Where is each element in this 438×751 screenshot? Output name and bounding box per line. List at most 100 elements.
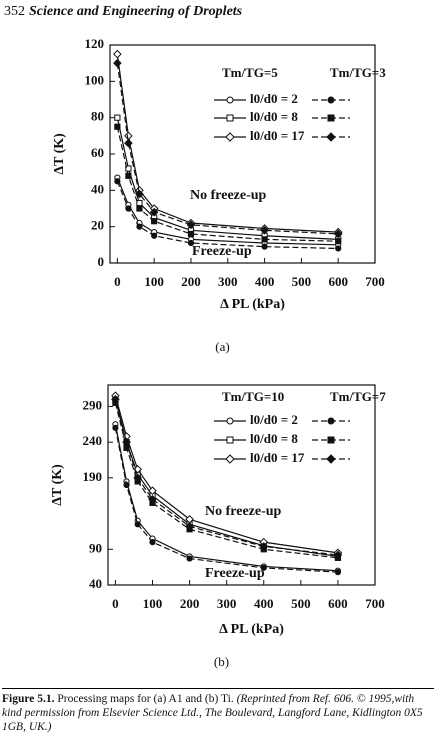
marker (151, 232, 158, 239)
y-tick-label: 240 (83, 433, 103, 448)
marker (133, 473, 142, 483)
x-tick-label: 700 (365, 596, 385, 611)
page-number: 352 (4, 4, 25, 19)
legend-label: l0/d0 = 2 (250, 91, 298, 106)
legend-label: l0/d0 = 8 (250, 109, 298, 124)
x-tick-label: 400 (255, 274, 275, 289)
marker (113, 49, 122, 59)
marker (327, 96, 335, 104)
marker (226, 436, 234, 444)
y-tick-label: 20 (91, 218, 104, 233)
book-title: Science and Engineering of Droplets (29, 4, 243, 19)
page-header: 352 Science and Engineering of Droplets (4, 4, 242, 20)
marker (335, 238, 342, 245)
marker (122, 437, 131, 447)
x-axis-label: Δ PL (kPa) (220, 297, 285, 312)
annotation: No freeze-up (190, 188, 267, 203)
marker (187, 239, 195, 247)
y-tick-label: 0 (98, 254, 105, 269)
marker (136, 205, 143, 212)
series-line (116, 54, 339, 233)
legend-label: l0/d0 = 17 (250, 128, 305, 143)
marker (151, 218, 158, 225)
legend-header: Tm/TG=10 (222, 389, 284, 404)
marker (261, 243, 268, 250)
annotation: Freeze-up (192, 244, 252, 259)
marker (326, 132, 336, 142)
marker (136, 223, 143, 230)
marker (226, 96, 234, 104)
marker (124, 131, 133, 141)
marker (111, 394, 120, 404)
legend-label: l0/d0 = 8 (250, 431, 298, 446)
marker (333, 229, 343, 239)
marker (125, 172, 132, 179)
marker (136, 199, 143, 207)
marker (225, 454, 235, 464)
marker (123, 481, 130, 489)
marker (149, 207, 159, 217)
x-tick-label: 0 (112, 596, 119, 611)
marker (114, 178, 121, 185)
x-tick-label: 300 (218, 274, 238, 289)
marker (187, 230, 195, 238)
marker (112, 424, 119, 431)
x-tick-label: 300 (217, 596, 237, 611)
x-axis-label: Δ PL (kPa) (219, 622, 284, 637)
marker (125, 165, 132, 172)
legend-label: l0/d0 = 17 (250, 450, 305, 465)
marker (259, 542, 269, 551)
marker (327, 114, 335, 122)
marker (149, 539, 156, 546)
x-tick-label: 200 (181, 274, 201, 289)
marker (226, 114, 234, 122)
series-line (116, 126, 339, 242)
marker (186, 555, 193, 562)
x-tick-label: 400 (254, 596, 274, 611)
y-tick-label: 40 (89, 576, 102, 591)
chart-label: (b) (214, 654, 229, 669)
marker (114, 123, 121, 130)
y-axis-label: ΔT (K) (52, 133, 67, 175)
marker (334, 569, 342, 576)
marker (327, 436, 335, 444)
y-axis-label: ΔT (K) (50, 464, 65, 506)
y-tick-label: 120 (85, 36, 105, 51)
series-line (114, 399, 338, 556)
x-tick-label: 0 (114, 274, 121, 289)
legend-header: Tm/TG=3 (330, 65, 386, 80)
marker (261, 236, 268, 243)
x-tick-label: 200 (180, 596, 200, 611)
marker (260, 225, 269, 235)
chart-label: (a) (215, 339, 229, 354)
marker (124, 138, 133, 148)
caption-note: (Reprinted from Ref. 606. © 1995,with ki… (2, 693, 423, 733)
caption-text: Processing maps for (a) A1 and (b) Ti. (57, 693, 234, 705)
legend-header: Tm/TG=5 (222, 65, 278, 80)
x-tick-label: 600 (328, 274, 348, 289)
annotation: No freeze-up (205, 504, 282, 519)
y-tick-label: 60 (91, 145, 104, 160)
x-tick-label: 500 (292, 274, 312, 289)
series-line (114, 427, 338, 573)
marker (185, 522, 194, 531)
caption: Figure 5.1. Processing maps for (a) A1 a… (2, 688, 434, 734)
marker (114, 114, 121, 121)
marker (148, 494, 157, 504)
y-tick-label: 290 (83, 397, 103, 412)
y-tick-label: 190 (83, 469, 103, 484)
y-tick-label: 80 (91, 109, 104, 124)
y-tick-label: 100 (85, 72, 105, 87)
x-tick-label: 700 (365, 274, 385, 289)
marker (260, 564, 267, 571)
caption-label: Figure 5.1. (2, 693, 55, 705)
plot-frame (107, 384, 376, 586)
marker (335, 245, 342, 252)
marker (135, 189, 144, 199)
y-tick-label: 90 (89, 540, 102, 555)
marker (225, 132, 235, 142)
x-tick-label: 600 (328, 596, 348, 611)
y-tick-label: 40 (91, 181, 104, 196)
